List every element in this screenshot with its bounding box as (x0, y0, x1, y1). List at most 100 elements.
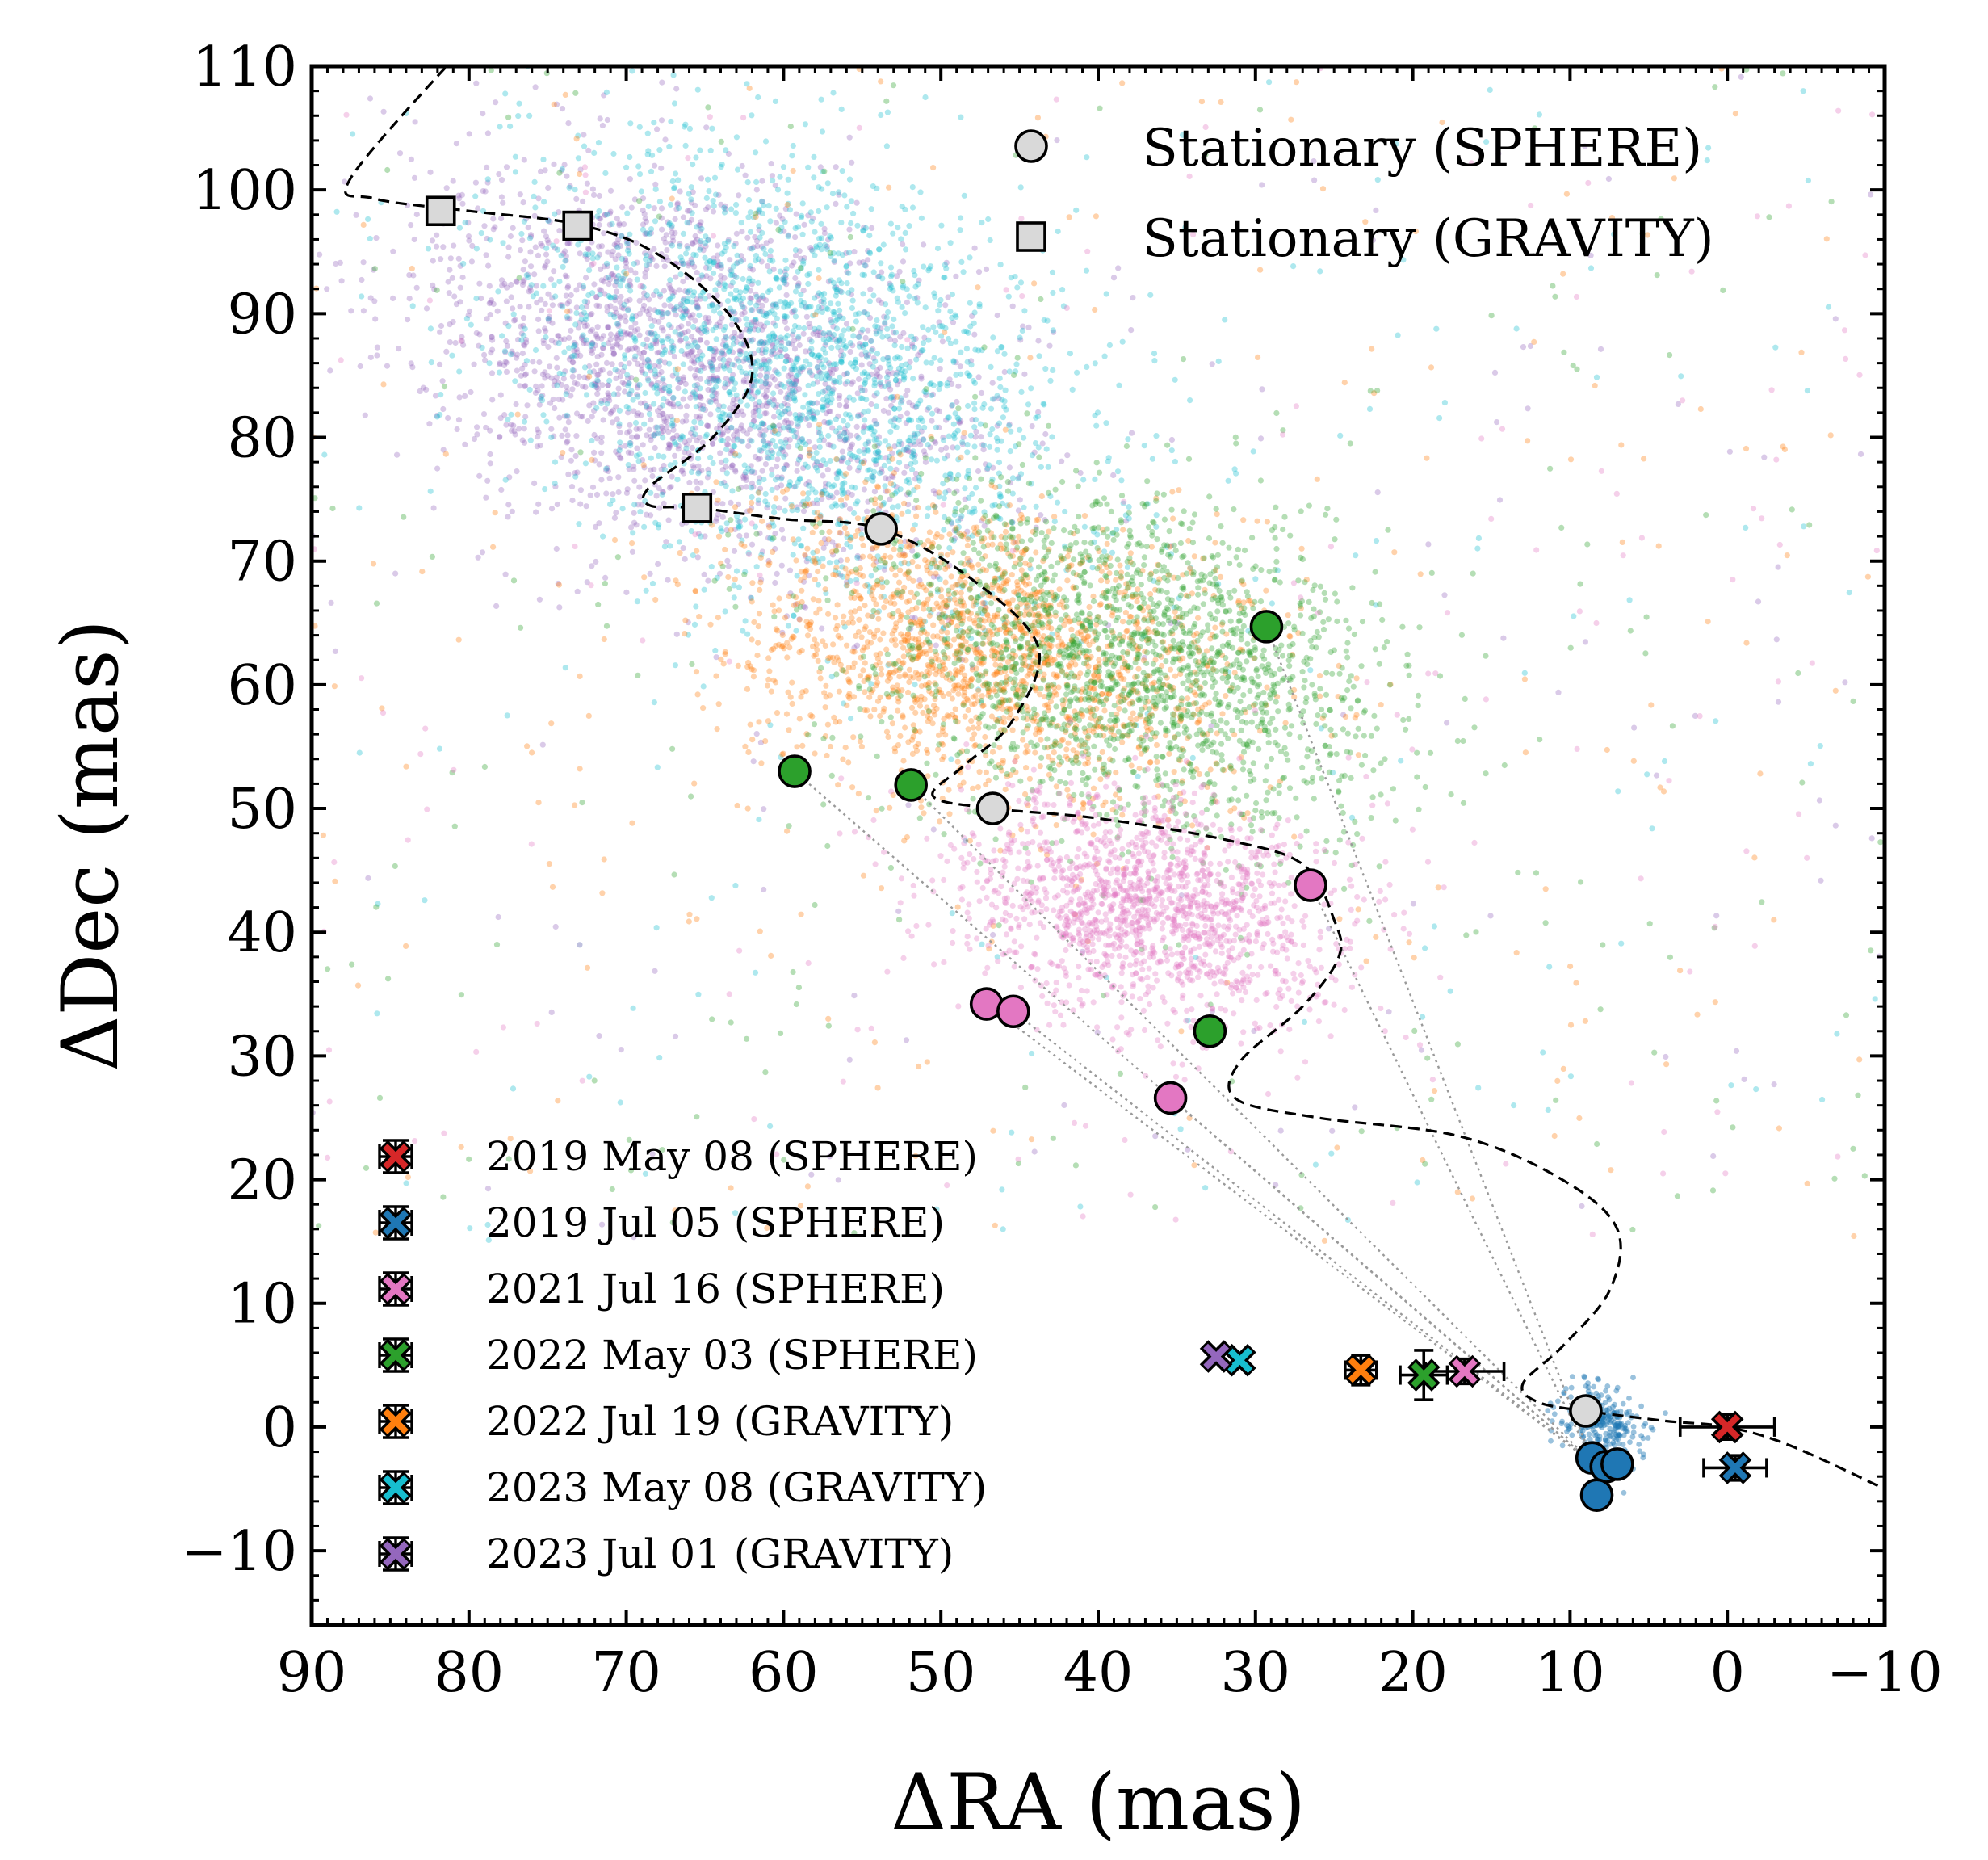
sample-point (598, 267, 603, 272)
sample-point (690, 445, 695, 451)
sample-point (806, 483, 812, 489)
sample-point (648, 345, 654, 351)
sample-point (745, 214, 751, 220)
sample-point (839, 107, 845, 112)
sample-point (1019, 567, 1025, 573)
sample-point (921, 425, 927, 430)
sample-point (753, 367, 758, 372)
sample-point (584, 313, 589, 319)
sample-point (861, 309, 866, 315)
sample-point (876, 246, 882, 252)
sample-point (792, 381, 798, 387)
sample-point (1511, 1102, 1516, 1108)
sample-point (578, 487, 584, 493)
sample-point (467, 1225, 472, 1231)
sample-point (606, 281, 611, 287)
sample-point (999, 1186, 1004, 1192)
sample-point (653, 263, 659, 269)
sample-point (412, 175, 417, 181)
sample-point (809, 219, 815, 225)
sample-point (481, 352, 487, 358)
sample-point (543, 334, 548, 340)
sample-point (1063, 754, 1069, 759)
sample-point (795, 283, 801, 289)
sample-point (645, 148, 651, 153)
sample-point (551, 268, 556, 274)
sample-point (1054, 137, 1059, 143)
sample-point (1411, 901, 1416, 906)
sample-point (805, 165, 811, 170)
sample-point (589, 414, 595, 419)
sample-point (1422, 945, 1428, 951)
sample-point (497, 124, 503, 129)
sample-point (560, 304, 565, 309)
sample-point (831, 378, 837, 384)
sample-point (552, 405, 557, 411)
sample-point (556, 340, 562, 346)
sample-point (703, 207, 709, 212)
sample-point (776, 505, 782, 510)
sample-point (1125, 565, 1130, 570)
sample-point (681, 214, 686, 220)
sample-point (844, 321, 849, 326)
sample-point (771, 311, 777, 317)
sample-point (899, 344, 904, 350)
sample-point (531, 481, 537, 486)
sample-point (1386, 1009, 1391, 1014)
sample-point (747, 263, 753, 269)
sample-point (769, 689, 774, 695)
sample-point (900, 258, 906, 264)
sample-point (877, 365, 883, 371)
sample-point (675, 177, 681, 183)
sample-point (1044, 447, 1050, 452)
sample-point (806, 422, 812, 428)
sample-point (1398, 758, 1403, 763)
sample-point (752, 423, 757, 429)
sample-point (504, 299, 510, 304)
sample-point (890, 231, 895, 237)
sample-point (782, 258, 788, 263)
sample-point (946, 414, 952, 420)
sample-point (361, 308, 367, 313)
sample-point (1187, 397, 1193, 403)
sample-point (668, 462, 673, 468)
sample-point (581, 144, 587, 149)
sample-point (825, 433, 831, 439)
sample-point (951, 422, 957, 427)
sample-point (627, 360, 632, 366)
sample-point (665, 577, 671, 583)
sample-point (711, 460, 716, 466)
sample-point (756, 223, 761, 229)
sample-point (563, 665, 568, 670)
sample-point (451, 319, 456, 325)
sample-point (846, 227, 852, 233)
sample-point (1232, 466, 1238, 472)
sample-point (972, 246, 978, 251)
sample-point (715, 498, 721, 503)
sample-point (740, 628, 745, 634)
sample-point (842, 345, 848, 351)
sample-point (862, 272, 867, 278)
sample-point (1738, 74, 1744, 80)
sample-point (828, 345, 834, 351)
sample-point (627, 176, 633, 182)
sample-point (593, 405, 599, 411)
sample-point (977, 304, 983, 309)
sample-point (1021, 435, 1026, 441)
sample-point (505, 417, 510, 422)
sample-point (811, 154, 816, 160)
sample-point (722, 249, 728, 254)
sample-point (917, 703, 923, 709)
sample-point (770, 302, 776, 308)
sample-point (967, 254, 972, 260)
sample-point (770, 390, 776, 396)
sample-point (702, 572, 707, 577)
sample-point (610, 221, 615, 227)
sample-point (763, 491, 769, 497)
sample-point (476, 473, 482, 479)
sample-point (953, 410, 958, 416)
sample-point (938, 223, 944, 229)
sample-point (702, 255, 707, 261)
sample-point (828, 278, 833, 283)
sample-point (1107, 342, 1113, 348)
